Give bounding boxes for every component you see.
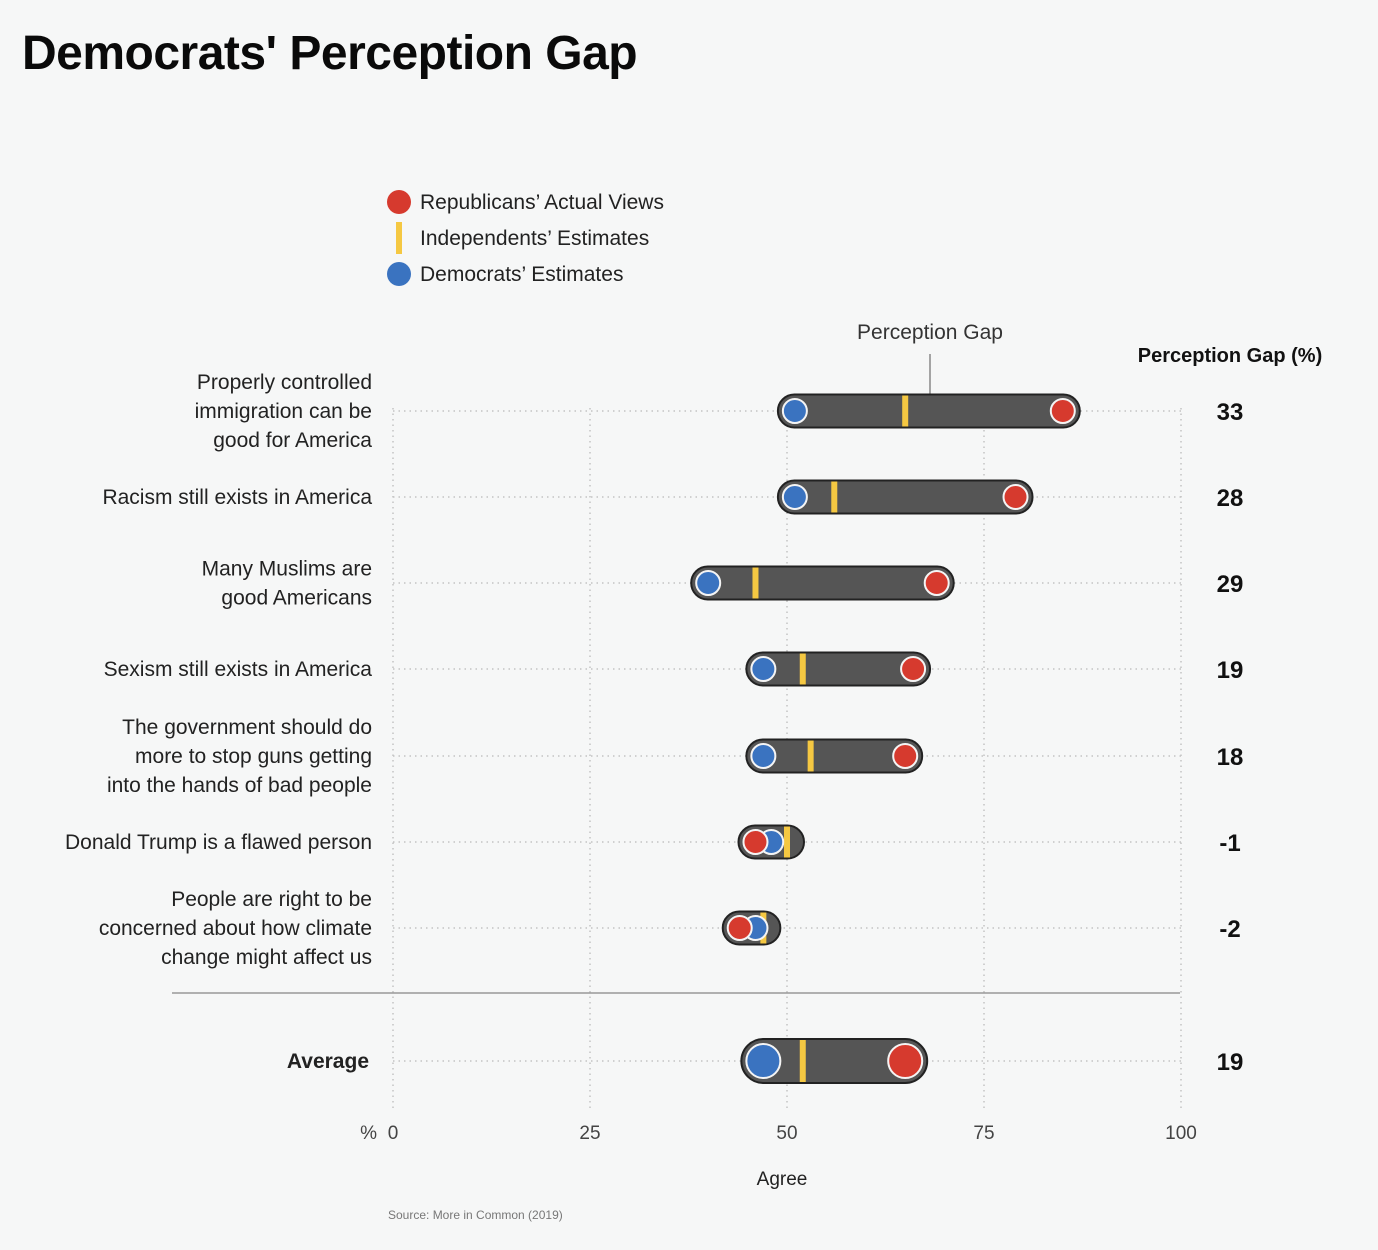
row-1-independents-mark bbox=[831, 481, 838, 513]
row-1: Racism still exists in America 28 bbox=[102, 479, 1244, 515]
legend-marker-1 bbox=[396, 222, 402, 254]
source-note: Source: More in Common (2019) bbox=[388, 1208, 563, 1222]
perception-gap-annotation: Perception Gap bbox=[857, 321, 1003, 395]
row-6: People are right to be concerned about ho… bbox=[99, 888, 1241, 969]
chart-title: Democrats' Perception Gap bbox=[22, 27, 638, 80]
average-democrats-dot bbox=[745, 1043, 782, 1079]
row-0-label-line-1: immigration can be bbox=[195, 400, 372, 423]
row-3-range-bar bbox=[745, 651, 932, 687]
row-1-label-line-0: Racism still exists in America bbox=[102, 486, 372, 509]
gridlines bbox=[392, 408, 1182, 1110]
row-4-republicans-dot bbox=[892, 743, 919, 769]
row-3-republicans-dot bbox=[900, 656, 927, 682]
row-1-democrats-dot bbox=[781, 484, 808, 510]
row-3-gap-value: 19 bbox=[1217, 657, 1244, 684]
x-tick-label-25: 25 bbox=[579, 1123, 600, 1144]
legend-marker-2 bbox=[387, 262, 411, 286]
data-rows: Properly controlled immigration can be goo… bbox=[65, 371, 1244, 1084]
row-5-independents-mark bbox=[784, 826, 790, 858]
row-4-range-bar bbox=[745, 738, 924, 774]
average-republicans-dot bbox=[887, 1043, 924, 1079]
row-3-label-line-0: Sexism still exists in America bbox=[104, 658, 373, 681]
x-tick-label-100: 100 bbox=[1165, 1123, 1197, 1144]
average-range-bar bbox=[740, 1038, 929, 1084]
row-6-label-line-1: concerned about how climate bbox=[99, 917, 372, 940]
gap-column-header: Perception Gap (%) bbox=[1138, 345, 1322, 367]
row-3-independents-mark bbox=[799, 653, 806, 685]
row-5: Donald Trump is a flawed person -1 bbox=[65, 824, 1241, 860]
row-0-independents-mark bbox=[902, 395, 909, 427]
row-0-republicans-dot bbox=[1049, 398, 1076, 424]
average: Average 19 bbox=[287, 1038, 1244, 1084]
row-2-gap-value: 29 bbox=[1217, 571, 1244, 598]
legend-marker-0 bbox=[387, 190, 411, 214]
row-4-democrats-dot bbox=[750, 743, 777, 769]
legend-label-1: Independents’ Estimates bbox=[420, 227, 649, 250]
row-5-republicans-dot bbox=[742, 829, 769, 855]
legend-label-2: Democrats’ Estimates bbox=[420, 263, 623, 286]
row-6-gap-value: -2 bbox=[1219, 916, 1240, 943]
row-4-label-line-1: more to stop guns getting bbox=[135, 745, 372, 768]
row-4-label-line-0: The government should do bbox=[122, 716, 372, 739]
row-2: Many Muslims are good Americans 29 bbox=[202, 558, 1244, 610]
average-gap-value: 19 bbox=[1217, 1049, 1244, 1076]
average-independents-mark bbox=[799, 1040, 806, 1082]
row-6-label-line-0: People are right to be bbox=[171, 888, 372, 911]
row-4-independents-mark bbox=[807, 740, 814, 772]
row-2-label-line-1: good Americans bbox=[221, 587, 372, 610]
legend-label-0: Republicans’ Actual Views bbox=[420, 191, 664, 214]
annotation-text: Perception Gap bbox=[857, 321, 1003, 344]
row-0-label-line-2: good for America bbox=[213, 429, 372, 452]
x-tick-label-50: 50 bbox=[776, 1123, 797, 1144]
row-1-range-bar bbox=[776, 479, 1034, 515]
row-0: Properly controlled immigration can be goo… bbox=[195, 371, 1244, 452]
row-2-range-bar bbox=[690, 565, 955, 601]
row-0-range-bar bbox=[776, 393, 1081, 429]
row-2-label-line-0: Many Muslims are bbox=[202, 558, 372, 581]
x-axis-ticks: % 0 25 50 75 100 bbox=[360, 1123, 1197, 1144]
x-unit-label: % bbox=[360, 1123, 377, 1144]
row-5-label-line-0: Donald Trump is a flawed person bbox=[65, 831, 372, 854]
row-0-gap-value: 33 bbox=[1217, 399, 1244, 426]
average-label-line-0: Average bbox=[287, 1050, 369, 1073]
row-1-gap-value: 28 bbox=[1217, 485, 1244, 512]
row-2-independents-mark bbox=[752, 567, 759, 599]
row-2-democrats-dot bbox=[695, 570, 722, 596]
row-0-label-line-0: Properly controlled bbox=[197, 371, 372, 394]
row-6-republicans-dot bbox=[726, 915, 753, 941]
row-4-gap-value: 18 bbox=[1217, 744, 1244, 771]
x-axis-title: Agree bbox=[757, 1169, 808, 1190]
row-4: The government should do more to stop gun… bbox=[107, 716, 1243, 797]
x-tick-label-75: 75 bbox=[973, 1123, 994, 1144]
row-4-label-line-2: into the hands of bad people bbox=[107, 774, 372, 797]
legend: Republicans’ Actual Views Independents’ E… bbox=[387, 190, 664, 286]
row-0-democrats-dot bbox=[781, 398, 808, 424]
row-1-republicans-dot bbox=[1002, 484, 1029, 510]
row-3: Sexism still exists in America 19 bbox=[104, 651, 1244, 687]
row-5-gap-value: -1 bbox=[1219, 830, 1240, 857]
row-3-democrats-dot bbox=[750, 656, 777, 682]
x-tick-label-0: 0 bbox=[388, 1123, 399, 1144]
row-6-label-line-2: change might affect us bbox=[161, 946, 372, 969]
row-2-republicans-dot bbox=[923, 570, 950, 596]
